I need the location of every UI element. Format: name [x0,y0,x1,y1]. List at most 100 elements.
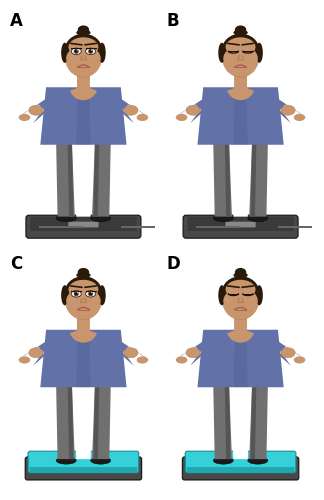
Ellipse shape [233,30,248,36]
Ellipse shape [71,290,81,297]
Ellipse shape [225,298,233,302]
Ellipse shape [19,114,30,121]
Polygon shape [173,341,206,365]
Polygon shape [233,87,248,145]
Ellipse shape [223,46,258,72]
Ellipse shape [294,114,305,121]
Ellipse shape [124,348,138,358]
Ellipse shape [226,58,256,76]
Ellipse shape [75,292,78,296]
Ellipse shape [222,34,259,66]
Ellipse shape [19,356,30,364]
Ellipse shape [218,42,226,63]
Ellipse shape [226,301,256,318]
Ellipse shape [222,276,259,308]
FancyBboxPatch shape [29,467,137,473]
Ellipse shape [68,280,98,299]
Ellipse shape [61,42,68,63]
Ellipse shape [65,276,102,320]
Polygon shape [118,341,151,365]
Ellipse shape [248,55,256,59]
Ellipse shape [56,457,76,464]
Ellipse shape [68,58,98,76]
Ellipse shape [223,288,258,314]
Ellipse shape [281,105,295,116]
Polygon shape [230,142,251,216]
Ellipse shape [186,348,200,358]
Ellipse shape [89,292,92,296]
Polygon shape [16,98,49,123]
Wedge shape [227,86,254,100]
Ellipse shape [213,457,233,464]
FancyBboxPatch shape [226,222,256,228]
Polygon shape [225,384,230,459]
Polygon shape [92,142,111,216]
FancyBboxPatch shape [26,215,141,238]
Ellipse shape [98,42,106,63]
FancyBboxPatch shape [25,457,142,480]
Ellipse shape [89,50,92,53]
Ellipse shape [213,214,233,222]
FancyBboxPatch shape [77,317,90,334]
FancyBboxPatch shape [77,74,90,92]
Polygon shape [40,87,127,145]
Text: C: C [10,255,22,273]
Ellipse shape [137,114,148,121]
Ellipse shape [248,457,268,464]
Polygon shape [213,384,232,459]
Ellipse shape [91,292,92,293]
Ellipse shape [176,356,187,364]
Polygon shape [73,142,94,216]
Ellipse shape [91,214,111,222]
Wedge shape [70,328,97,342]
Ellipse shape [281,348,295,358]
Polygon shape [92,384,111,459]
Ellipse shape [222,276,259,320]
Ellipse shape [235,268,246,276]
Ellipse shape [66,46,101,72]
Polygon shape [197,330,284,387]
Ellipse shape [68,55,76,59]
Ellipse shape [56,214,76,222]
Ellipse shape [78,26,89,34]
Ellipse shape [222,34,259,77]
Bar [39,226,84,228]
Ellipse shape [218,285,226,306]
Polygon shape [275,341,308,365]
Polygon shape [68,142,73,216]
Polygon shape [233,330,248,387]
Ellipse shape [66,288,101,314]
Ellipse shape [75,50,78,53]
Ellipse shape [91,298,99,302]
Text: D: D [167,255,180,273]
Polygon shape [275,98,308,123]
Polygon shape [56,384,75,459]
Ellipse shape [91,457,111,464]
Polygon shape [225,142,230,216]
Polygon shape [76,87,91,145]
Ellipse shape [61,285,68,306]
Polygon shape [249,142,268,216]
Ellipse shape [233,272,248,278]
Polygon shape [73,384,94,459]
Ellipse shape [65,276,102,308]
Ellipse shape [68,301,98,318]
Ellipse shape [88,49,93,54]
Bar [196,226,240,228]
Ellipse shape [86,290,96,297]
Ellipse shape [29,348,43,358]
FancyBboxPatch shape [185,451,296,473]
FancyBboxPatch shape [183,215,298,238]
Ellipse shape [137,356,148,364]
Polygon shape [40,330,127,387]
FancyBboxPatch shape [187,216,294,231]
Ellipse shape [74,292,79,296]
Ellipse shape [86,48,96,54]
FancyBboxPatch shape [234,317,247,334]
Bar [278,226,322,228]
Ellipse shape [256,285,263,306]
Polygon shape [16,341,49,365]
Ellipse shape [65,34,102,77]
Ellipse shape [248,214,268,222]
Ellipse shape [76,272,91,278]
